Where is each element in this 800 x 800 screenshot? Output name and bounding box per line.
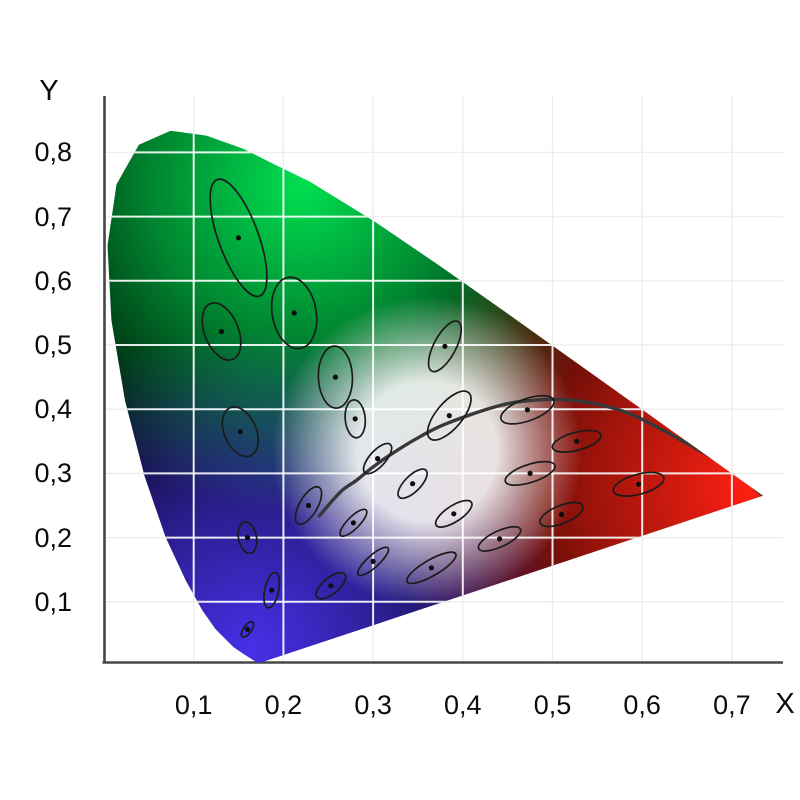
y-tick-label: 0,3 — [34, 458, 72, 489]
macadam-ellipse — [539, 501, 584, 528]
macadam-ellipse — [356, 546, 390, 577]
macadam-ellipse — [317, 345, 354, 409]
y-tick-label: 0,2 — [34, 522, 72, 553]
x-tick-label: 0,2 — [264, 690, 303, 720]
x-tick-label: 0,3 — [354, 690, 392, 720]
x-tick-label: 0,1 — [174, 690, 213, 720]
macadam-ellipse — [344, 399, 367, 439]
macadam-ellipse — [477, 525, 522, 552]
macadam-ellipse — [362, 442, 393, 475]
x-tick-label: 0,4 — [444, 690, 482, 720]
macadam-ellipse — [427, 320, 463, 373]
macadam-ellipse — [240, 620, 255, 638]
macadam-ellipse — [426, 390, 472, 441]
y-tick-label: 0,8 — [34, 137, 72, 168]
planckian-locus-curve — [317, 397, 763, 518]
y-tick-label: 0,1 — [34, 586, 72, 617]
y-tick-label: 0,5 — [34, 330, 72, 360]
macadam-ellipse — [221, 406, 260, 458]
y-axis-label: Y — [39, 75, 59, 107]
macadam-ellipse — [209, 178, 268, 298]
y-tick-label: 0,7 — [34, 201, 72, 232]
macadam-ellipse — [612, 471, 665, 497]
macadam-ellipse — [294, 485, 323, 526]
x-tick-label: 0,7 — [713, 690, 751, 720]
y-tick-label: 0,6 — [34, 265, 72, 296]
macadam-ellipse — [504, 460, 556, 486]
y-tick-label: 0,4 — [34, 394, 72, 425]
macadam-ellipse — [551, 429, 602, 453]
macadam-ellipse — [339, 508, 368, 538]
macadam-ellipse — [397, 468, 429, 500]
macadam-ellipse — [434, 499, 473, 528]
macadam-ellipse — [263, 571, 281, 609]
macadam-ellipse — [405, 551, 457, 585]
macadam-ellipse — [499, 394, 555, 425]
x-axis-label: X — [775, 688, 795, 720]
x-tick-label: 0,6 — [623, 690, 661, 720]
macadam-ellipse — [270, 276, 318, 350]
macadam-ellipse — [315, 571, 347, 600]
macadam-ellipse — [201, 302, 242, 361]
x-tick-label: 0,5 — [533, 690, 572, 720]
